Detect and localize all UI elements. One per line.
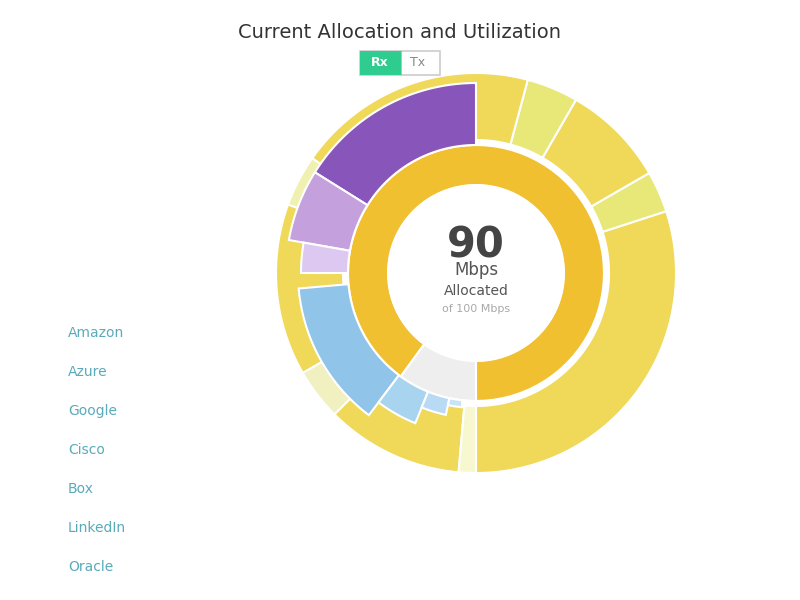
Text: of 100 Mbps: of 100 Mbps: [442, 304, 510, 314]
Polygon shape: [288, 158, 367, 227]
Text: LinkedIn: LinkedIn: [68, 521, 126, 535]
Circle shape: [388, 185, 564, 361]
Text: Allocated: Allocated: [443, 284, 509, 298]
FancyBboxPatch shape: [360, 51, 440, 75]
Text: 90: 90: [447, 224, 505, 266]
Text: Azure: Azure: [68, 365, 108, 379]
Text: Rx: Rx: [371, 56, 389, 70]
Polygon shape: [298, 284, 399, 415]
Text: Mbps: Mbps: [454, 261, 498, 279]
Polygon shape: [378, 375, 428, 423]
Polygon shape: [458, 406, 476, 473]
Text: Cisco: Cisco: [68, 443, 105, 457]
Polygon shape: [401, 344, 476, 401]
Polygon shape: [289, 172, 367, 251]
FancyBboxPatch shape: [360, 51, 402, 75]
Text: Current Allocation and Utilization: Current Allocation and Utilization: [238, 23, 562, 43]
Polygon shape: [312, 73, 528, 197]
Text: Box: Box: [68, 482, 94, 496]
Polygon shape: [448, 398, 462, 407]
Polygon shape: [334, 367, 465, 472]
Polygon shape: [301, 242, 350, 273]
Text: Oracle: Oracle: [68, 560, 114, 574]
Polygon shape: [476, 211, 676, 473]
Polygon shape: [510, 80, 576, 158]
Polygon shape: [276, 205, 361, 373]
Polygon shape: [591, 173, 666, 232]
Text: Google: Google: [68, 404, 117, 418]
Polygon shape: [315, 83, 476, 205]
Polygon shape: [348, 145, 604, 401]
Polygon shape: [462, 400, 476, 403]
Text: Amazon: Amazon: [68, 326, 124, 340]
Text: Tx: Tx: [410, 56, 425, 70]
Polygon shape: [422, 392, 450, 415]
Polygon shape: [302, 340, 382, 415]
Polygon shape: [542, 100, 650, 206]
